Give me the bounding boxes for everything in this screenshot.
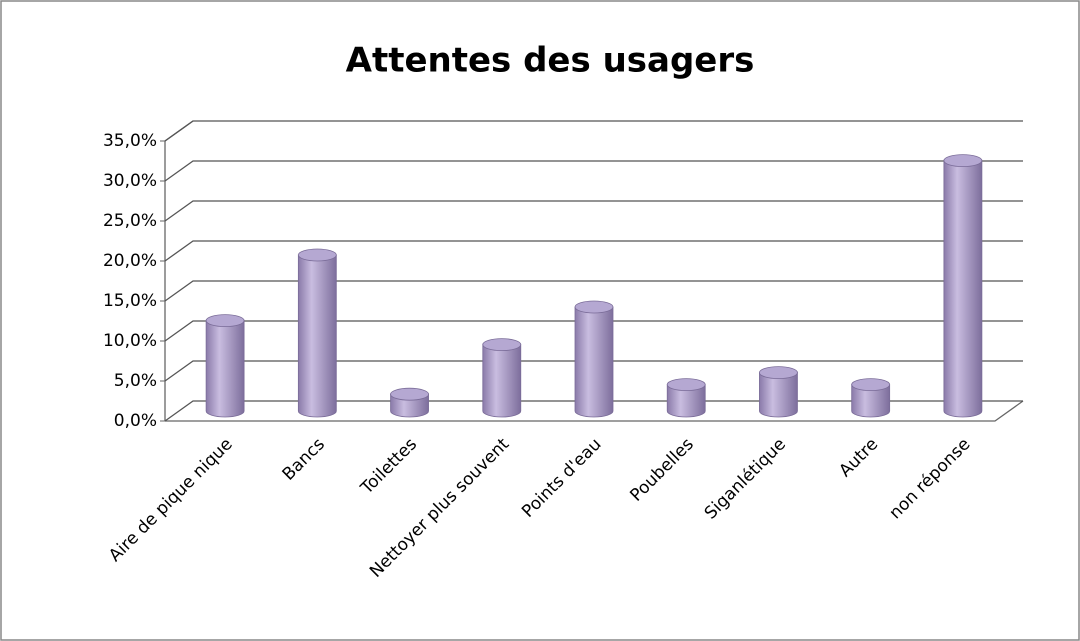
grid-line [164, 200, 1023, 222]
bar-top [205, 314, 245, 328]
bar-top [297, 248, 337, 262]
bar [851, 384, 891, 418]
bar-top [482, 338, 522, 352]
bar [574, 306, 614, 418]
y-tick-label: 30,0% [103, 171, 157, 191]
bar-top [943, 154, 983, 168]
grid-line [164, 120, 1023, 142]
bar [205, 320, 245, 418]
chart-title: Attentes des usagers [346, 41, 755, 81]
bar [390, 393, 429, 418]
y-tick-label: 20,0% [103, 251, 157, 271]
bar [297, 254, 337, 418]
y-tick-label: 35,0% [103, 131, 157, 151]
y-tick-label: 0,0% [114, 411, 157, 431]
grid-line [164, 320, 1023, 342]
floor [165, 400, 1024, 422]
grid-line [164, 160, 1023, 182]
grid-line [164, 280, 1023, 302]
grid-line [164, 400, 1023, 422]
bar-top [390, 387, 429, 401]
bar [759, 372, 798, 418]
grid-line [164, 360, 1023, 382]
bar-top [666, 378, 706, 392]
y-tick-label: 10,0% [103, 331, 157, 351]
bar [666, 384, 706, 418]
grid-line [164, 240, 1023, 262]
y-tick-label: 15,0% [103, 291, 157, 311]
y-tick-label: 5,0% [114, 371, 157, 391]
y-tick-label: 25,0% [103, 211, 157, 231]
bar-top [851, 378, 891, 392]
bar [482, 344, 522, 418]
bar-top [759, 366, 798, 380]
bar-top [574, 300, 614, 314]
bar [943, 160, 983, 418]
